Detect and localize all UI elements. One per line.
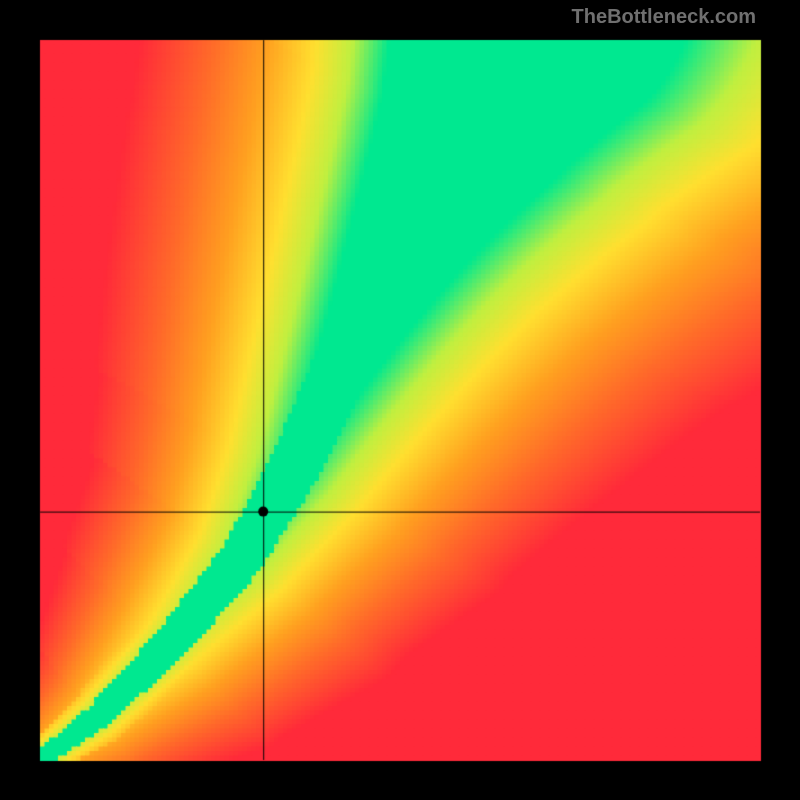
- watermark-text: TheBottleneck.com: [572, 6, 756, 29]
- chart-container: TheBottleneck.com: [0, 0, 800, 800]
- crosshair-overlay: [0, 0, 800, 800]
